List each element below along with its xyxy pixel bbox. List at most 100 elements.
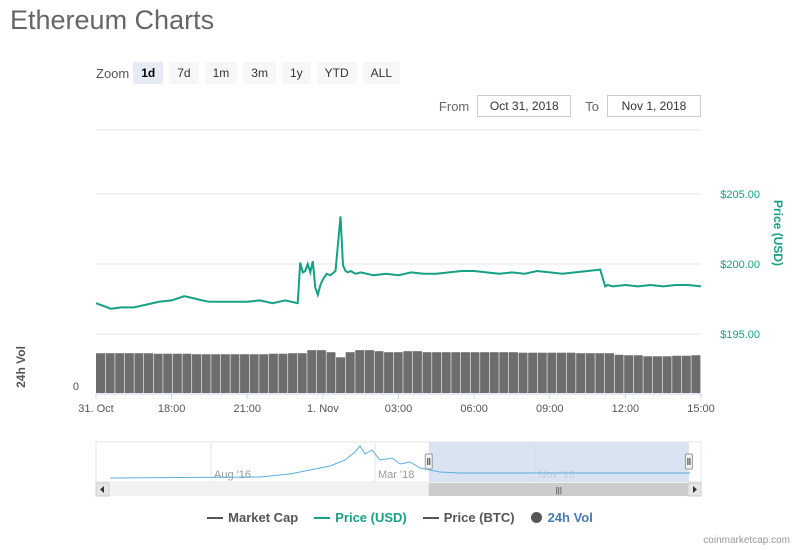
legend-item-24h-vol[interactable]: 24h Vol	[530, 510, 593, 525]
from-date-input[interactable]	[477, 95, 572, 117]
volume-bar	[297, 353, 307, 393]
volume-bar	[172, 353, 182, 393]
volume-bar	[412, 351, 422, 393]
volume-bar	[268, 353, 278, 393]
volume-bar	[374, 351, 384, 393]
volume-bar	[144, 353, 154, 393]
volume-bar	[604, 353, 614, 393]
zoom-1y-button[interactable]: 1y	[281, 62, 311, 84]
legend-label: 24h Vol	[547, 510, 593, 525]
volume-bar	[508, 352, 518, 393]
x-tick-label: 03:00	[385, 403, 413, 415]
volume-bar	[624, 355, 634, 393]
x-tick-label: 15:00	[687, 403, 715, 415]
chart-legend: Market Cap Price (USD) Price (BTC) 24h V…	[0, 510, 800, 525]
volume-bar	[384, 352, 394, 393]
volume-bar	[163, 353, 173, 393]
volume-bar	[432, 352, 442, 393]
x-tick-label: 12:00	[612, 403, 640, 415]
volume-bar	[422, 352, 432, 393]
zoom-1d-button[interactable]: 1d	[133, 62, 164, 84]
volume-bar	[153, 353, 163, 393]
volume-bar	[480, 352, 490, 393]
x-tick-label: 06:00	[460, 403, 488, 415]
volume-bar	[470, 352, 480, 393]
scrollbar-thumb[interactable]	[428, 483, 689, 496]
volume-bar	[499, 352, 509, 393]
x-tick-label: 18:00	[158, 403, 186, 415]
price-tick-label: $205.00	[720, 189, 760, 201]
page-title: Ethereum Charts	[10, 5, 215, 35]
volume-bar	[288, 353, 298, 393]
x-tick-label: 21:00	[233, 403, 261, 415]
volume-bar	[345, 352, 355, 393]
zoom-1m-button[interactable]: 1m	[204, 62, 238, 84]
volume-bar	[105, 353, 115, 393]
legend-item-price-usd[interactable]: Price (USD)	[314, 510, 407, 525]
navigator-right-handle[interactable]	[684, 453, 693, 470]
volume-bar	[576, 353, 586, 393]
navigator-tick-label: Mar '18	[378, 469, 414, 481]
legend-item-market-cap[interactable]: Market Cap	[207, 510, 298, 525]
scrollbar-grip-icon: |||	[556, 486, 562, 495]
x-tick-label: 31. Oct	[78, 403, 113, 415]
price-usd-line	[95, 216, 702, 310]
volume-bar	[211, 354, 221, 393]
volume-bar	[182, 353, 192, 393]
navigator-series-line	[109, 445, 690, 479]
legend-item-price-btc[interactable]: Price (BTC)	[422, 510, 515, 525]
legend-label: Price (USD)	[335, 510, 407, 525]
volume-bar	[115, 353, 125, 393]
volume-bar	[585, 353, 595, 393]
price-tick-label: $200.00	[720, 259, 760, 271]
date-range-selector: From To	[425, 95, 701, 117]
navigator-tick-label: Aug '16	[214, 469, 251, 481]
volume-bar	[672, 355, 682, 393]
volume-bar	[681, 355, 691, 393]
legend-label: Price (BTC)	[443, 510, 515, 525]
volume-bar	[518, 352, 528, 393]
volume-bar	[403, 351, 413, 393]
volume-bar	[691, 355, 701, 393]
volume-bar	[537, 352, 547, 393]
volume-bar	[566, 352, 576, 393]
volume-bar	[124, 353, 134, 393]
volume-bar	[662, 356, 672, 393]
volume-bar	[633, 355, 643, 393]
navigator-selection	[428, 442, 689, 482]
zoom-ytd-button[interactable]: YTD	[316, 62, 357, 84]
to-date-input[interactable]	[607, 95, 701, 117]
volume-bar	[278, 353, 288, 393]
volume-tick-label: 0	[73, 381, 79, 393]
legend-line-icon	[422, 516, 439, 519]
volume-bar	[336, 357, 346, 393]
volume-bar	[441, 352, 451, 393]
volume-bar	[326, 352, 336, 393]
zoom-label: Zoom	[96, 65, 130, 81]
to-label: To	[585, 98, 599, 114]
volume-bar	[230, 354, 240, 393]
scroll-right-arrow-icon	[693, 486, 697, 493]
scroll-left-arrow-icon	[100, 486, 104, 493]
navigator-left-handle[interactable]	[424, 453, 433, 470]
credit-text: coinmarketcap.com	[703, 535, 790, 546]
volume-bar	[556, 352, 566, 393]
volume-bar	[547, 352, 557, 393]
volume-bar	[460, 352, 470, 393]
volume-bar	[192, 354, 202, 393]
volume-bar	[451, 352, 461, 393]
volume-bar	[393, 352, 403, 393]
volume-bar	[595, 353, 605, 393]
volume-bar	[528, 352, 538, 393]
volume-bar	[134, 353, 144, 393]
legend-line-icon	[207, 516, 224, 519]
zoom-all-button[interactable]: ALL	[362, 62, 400, 84]
zoom-3m-button[interactable]: 3m	[243, 62, 276, 84]
volume-bar	[643, 356, 653, 393]
zoom-7d-button[interactable]: 7d	[169, 62, 199, 84]
volume-bar	[201, 354, 211, 393]
volume-bar	[614, 354, 624, 393]
volume-bar	[489, 352, 499, 393]
volume-bar	[96, 353, 106, 393]
